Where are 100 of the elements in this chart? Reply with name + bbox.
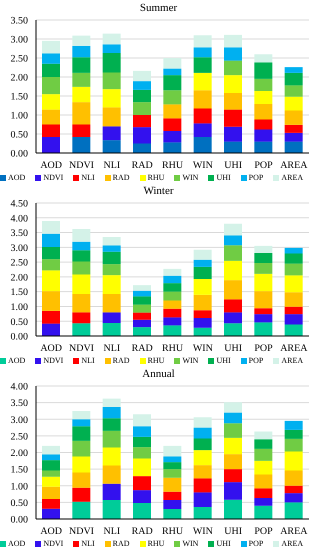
bar <box>194 57 212 73</box>
legend-label: RAD <box>112 173 130 182</box>
bar <box>102 252 121 264</box>
y-tick-label: 1.50 <box>10 464 28 476</box>
bar <box>284 438 303 452</box>
bar <box>102 418 121 431</box>
bar <box>72 57 90 73</box>
legend-label: RHU <box>148 173 164 182</box>
bar <box>102 398 121 407</box>
y-tick-label: 1.50 <box>10 92 28 103</box>
y-tick-label: 2.50 <box>10 258 28 269</box>
bar <box>102 322 121 336</box>
bar <box>102 465 121 484</box>
bar <box>224 500 242 519</box>
bar <box>254 506 272 519</box>
bar <box>133 102 151 115</box>
bar <box>224 402 242 413</box>
bar <box>42 460 60 470</box>
bar <box>133 115 151 128</box>
bar <box>163 462 182 470</box>
bar <box>254 91 272 104</box>
bar <box>133 285 151 291</box>
y-tick-label: 3.50 <box>10 398 28 410</box>
bar <box>254 274 272 292</box>
x-tick-label: AOD <box>40 343 62 354</box>
x-tick-label: RAD <box>132 343 153 354</box>
x-tick-label: NDVI <box>69 343 94 354</box>
bar <box>102 236 121 246</box>
y-tick-label: 3.00 <box>10 414 28 426</box>
bar <box>72 250 90 262</box>
bar <box>163 500 182 510</box>
x-tick-label: WIN <box>192 526 213 538</box>
x-tick-label: POP <box>254 526 274 538</box>
bar <box>254 291 272 308</box>
bar <box>284 470 303 486</box>
bar <box>284 85 303 97</box>
bar <box>102 140 121 153</box>
bar <box>163 276 182 284</box>
bar <box>42 137 60 153</box>
bar <box>194 35 212 48</box>
x-tick-label: RHU <box>162 343 184 354</box>
y-tick-label: 4.50 <box>10 198 28 210</box>
x-tick-label: WIN <box>192 160 213 172</box>
legend-label: NDVI <box>43 356 64 365</box>
legend-label: POP <box>248 356 264 365</box>
y-tick-label: 0.00 <box>10 148 28 160</box>
legend-label: AREA <box>281 539 304 548</box>
bar <box>102 264 121 276</box>
y-tick-label: 2.00 <box>10 448 28 460</box>
bar <box>224 482 242 500</box>
x-tick-label: AREA <box>280 526 308 538</box>
x-tick-label: RHU <box>162 160 184 172</box>
bar <box>224 75 242 93</box>
bar <box>42 221 60 234</box>
bar <box>284 248 303 254</box>
y-tick-label: 1.00 <box>10 302 28 313</box>
bar <box>194 72 212 90</box>
bar <box>254 488 272 498</box>
bar <box>194 328 212 336</box>
bar <box>42 64 60 77</box>
bar <box>254 78 272 92</box>
bar <box>72 36 90 46</box>
chart-title: Winter <box>142 185 175 197</box>
bar <box>102 448 121 466</box>
bar <box>284 430 303 439</box>
bar <box>72 124 90 138</box>
bar <box>254 142 272 153</box>
bar <box>163 325 182 336</box>
legend-label: NLI <box>81 539 95 548</box>
bar <box>163 492 182 500</box>
bar <box>194 465 212 478</box>
bar <box>133 144 151 153</box>
bar <box>133 296 151 305</box>
y-tick-label: 2.00 <box>10 72 28 84</box>
bar <box>254 252 272 263</box>
bar <box>224 224 242 236</box>
bar <box>72 72 90 87</box>
legend-label: WIN <box>182 539 198 548</box>
bar <box>284 306 303 314</box>
bar <box>194 278 212 295</box>
bar <box>224 412 242 424</box>
bar <box>42 247 60 260</box>
chart-title: Summer <box>138 2 178 14</box>
bar <box>72 229 90 242</box>
bar <box>194 417 212 428</box>
bar <box>163 104 182 118</box>
x-tick-label: POP <box>254 343 274 354</box>
x-tick-label: WIN <box>192 343 213 354</box>
legend-label: WIN <box>182 356 198 365</box>
bar <box>284 264 303 276</box>
bar <box>163 142 182 153</box>
bar <box>194 266 212 279</box>
bar <box>72 294 90 312</box>
legend-label: RHU <box>148 356 164 365</box>
legend-label: AREA <box>281 356 304 365</box>
bar <box>102 312 121 323</box>
bar <box>163 300 182 309</box>
bar <box>254 439 272 449</box>
bar <box>224 245 242 261</box>
bar <box>284 124 303 133</box>
